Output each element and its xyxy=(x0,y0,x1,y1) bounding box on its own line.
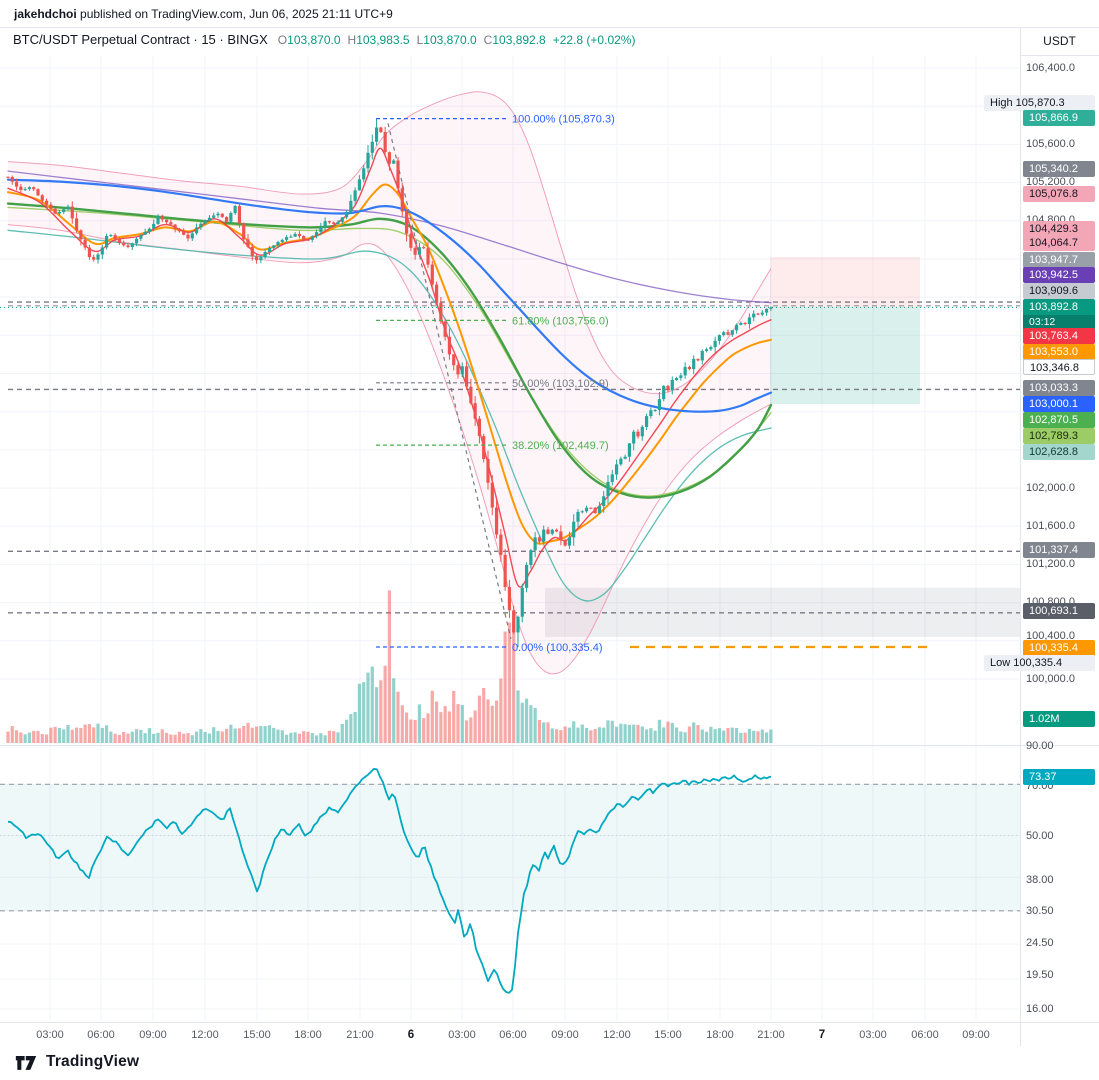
teal-ma-line xyxy=(7,229,772,602)
bollinger-fill xyxy=(8,91,771,674)
pane-separator[interactable] xyxy=(0,745,1099,746)
header-separator xyxy=(0,27,1099,28)
tradingview-logo[interactable]: TradingView xyxy=(14,1050,139,1074)
rsi-line xyxy=(7,767,772,994)
low-label: L xyxy=(416,33,424,47)
chart-legend[interactable]: BTC/USDT Perpetual Contract · 15 · BINGX… xyxy=(13,32,635,47)
bollinger-upper-line xyxy=(7,91,772,395)
demand-zone xyxy=(770,307,920,405)
change-value: +22.8 (+0.02%) xyxy=(552,33,636,47)
high-value: 103,983.5 xyxy=(356,33,410,47)
close-value: 103,892.8 xyxy=(492,33,546,47)
high-label: H xyxy=(347,33,357,47)
close-label: C xyxy=(483,33,493,47)
price-axis-currency-label[interactable]: USDT xyxy=(1043,34,1076,48)
fib-level-label: 38.20% (102,449.7) xyxy=(512,440,609,452)
symbol-title[interactable]: BTC/USDT Perpetual Contract · 15 · BINGX xyxy=(13,32,268,47)
red-ma-line xyxy=(7,147,772,588)
candles xyxy=(6,118,773,647)
tradingview-logo-text: TradingView xyxy=(46,1053,140,1070)
low-value: 103,870.0 xyxy=(423,33,477,47)
price-axis-separator[interactable] xyxy=(1020,28,1021,1046)
orange-ma-line xyxy=(7,183,772,545)
supply-zone xyxy=(770,257,920,307)
author-name[interactable]: jakehdchoi xyxy=(14,7,77,21)
fib-level-label: 0.00% (100,335.4) xyxy=(512,642,603,654)
fib-level-label: 50.00% (103,102.9) xyxy=(512,378,609,390)
volume-bars xyxy=(6,590,773,743)
open-label: O xyxy=(277,33,288,47)
blue-ma-line xyxy=(6,178,773,413)
fib-level-label: 61.80% (103,756.0) xyxy=(512,315,609,327)
time-axis-separator xyxy=(0,1022,1099,1023)
tradingview-logo-icon xyxy=(15,1056,37,1070)
attribution: jakehdchoi published on TradingView.com,… xyxy=(14,7,393,21)
ohlc-values: O103,870.0 H103,983.5 L103,870.0 C103,89… xyxy=(278,33,636,47)
trendline[interactable] xyxy=(387,123,512,640)
fib-level-label: 100.00% (105,870.3) xyxy=(512,114,615,126)
open-value: 103,870.0 xyxy=(287,33,341,47)
currency-underline xyxy=(1020,55,1099,56)
attribution-text: published on TradingView.com, Jun 06, 20… xyxy=(76,7,393,21)
rsi-band xyxy=(0,784,1020,911)
